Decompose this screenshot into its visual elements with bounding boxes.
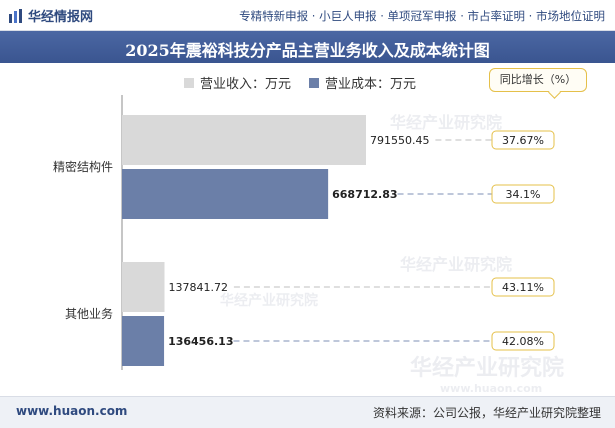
footer-website[interactable]: www.huaon.com: [16, 404, 128, 418]
bar-revenue: [122, 262, 165, 312]
legend-swatch-cost: [309, 77, 320, 88]
top-bar: 华经情报网 专精特新申报 · 小巨人申报 · 单项冠军申报 · 市占率证明 · …: [0, 0, 615, 31]
category-label: 精密结构件: [53, 159, 113, 174]
logo-text: 华经情报网: [28, 10, 94, 25]
logo-icon: [9, 8, 22, 23]
chart-legend: 营业收入：万元 营业成本：万元: [184, 73, 434, 92]
data-label-revenue: 137841.72: [168, 281, 228, 294]
chart-title: 2025年震裕科技分产品主营业务收入及成本统计图: [125, 41, 490, 60]
legend-item-cost: 营业成本：万元: [309, 73, 416, 92]
growth-label: 43.11%: [502, 281, 544, 294]
watermark-url: www.huaon.com: [440, 382, 542, 395]
data-label-cost: 668712.83: [332, 188, 397, 201]
footer-source: 资料来源：公司公报，华经产业研究院整理: [372, 406, 601, 420]
services-nav[interactable]: 专精特新申报 · 小巨人申报 · 单项冠军申报 · 市占率证明 · 市场地位证明: [239, 9, 605, 23]
bar-revenue: [122, 115, 366, 165]
brand-logo[interactable]: 华经情报网: [8, 6, 93, 25]
growth-label: 42.08%: [502, 335, 544, 348]
growth-badge: [491, 130, 555, 150]
growth-badge: [491, 277, 555, 297]
bar-cost: [122, 316, 165, 366]
title-bar: 2025年震裕科技分产品主营业务收入及成本统计图: [0, 31, 615, 63]
legend-label-cost: 营业成本：万元: [325, 77, 417, 92]
footer: www.huaon.com 资料来源：公司公报，华经产业研究院整理: [0, 396, 615, 428]
legend-swatch-revenue: [184, 77, 194, 88]
watermark-text: 华经产业研究院: [400, 255, 512, 274]
legend-label-revenue: 营业收入：万元: [200, 77, 292, 92]
legend-item-revenue: 营业收入：万元: [184, 73, 291, 92]
growth-badge: [491, 184, 555, 204]
growth-badge: [491, 331, 555, 351]
watermark-text: 华经产业研究院: [410, 355, 564, 381]
category-label: 其他业务: [65, 306, 113, 321]
data-label-revenue: 791550.45: [370, 134, 430, 147]
growth-label: 34.1%: [506, 188, 541, 201]
data-label-cost: 136456.13: [168, 335, 233, 348]
growth-label: 37.67%: [502, 134, 544, 147]
growth-legend-tag: 同比增长（%）: [489, 68, 587, 92]
watermark-text: 华经产业研究院: [220, 292, 318, 309]
bar-cost: [122, 169, 329, 219]
watermark-text: 华经产业研究院: [390, 113, 502, 132]
